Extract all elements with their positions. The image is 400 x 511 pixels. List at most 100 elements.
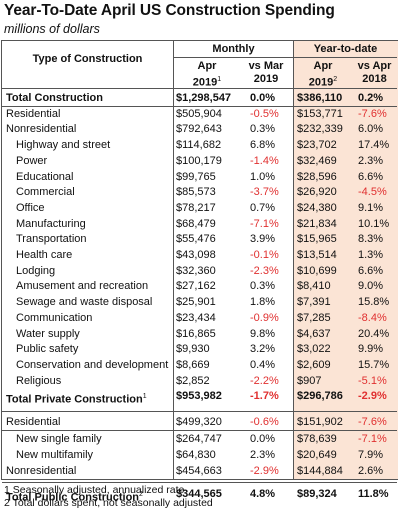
row-label-text: Water supply [16,328,80,340]
row-label-text: Total Construction [6,92,103,104]
table-row: Manufacturing $68,479 -7.1% $21,834 10.1% [2,217,397,232]
monthly-value: $27,162 [176,280,216,292]
row-label: Commercial [16,185,75,200]
vs-mar-change: 0.7% [250,202,276,214]
vs-apr-change: 6.6% [358,171,384,183]
monthly-value: $43,098 [176,249,216,261]
row-label-text: Religious [16,375,62,387]
vs-apr-change: 2.6% [358,465,384,477]
table-row: Total Construction $1,298,547 0.0% $386,110… [2,91,397,106]
row-label-text: Sewage and waste disposal [16,296,153,308]
ytd-value: $151,902 [297,416,343,428]
vs-mar-change: 3.9% [250,233,276,245]
monthly-value: $55,476 [176,233,216,245]
vs-mar-change: 0.3% [250,280,276,292]
table-row: Educational $99,765 1.0% $28,596 6.6% [2,170,397,185]
row-divider [2,482,397,483]
row-label-text: Communication [16,312,93,324]
monthly-value: $100,179 [176,155,222,167]
header-type-of-construction: Type of Construction [32,53,143,65]
row-label-text: Highway and street [16,139,111,151]
ytd-value: $7,285 [297,312,331,324]
table-row: Communication $23,434 -0.9% $7,285 -8.4% [2,311,397,326]
vs-mar-change: -2.2% [250,375,279,387]
monthly-value: $499,320 [176,416,222,428]
footnote: 2 Total dollars spent, not seasonally ad… [4,497,213,509]
vs-mar-change: 0.0% [250,433,276,445]
row-label: Total Private Construction1 [6,389,147,408]
ytd-value: $7,391 [297,296,331,308]
vs-mar-change: 2.3% [250,449,276,461]
row-label: Highway and street [16,138,110,153]
vs-mar-change: -1.7% [250,390,279,402]
table-row: Amusement and recreation $27,162 0.3% $8,41… [2,279,397,294]
monthly-value: $9,930 [176,343,210,355]
header-monthly: Monthly [212,43,255,55]
monthly-value: $2,852 [176,375,210,387]
monthly-value: $344,565 [176,488,222,500]
table-row: Residential $505,904 -0.5% $153,771 -7.6% [2,107,397,122]
vs-apr-change: -4.5% [358,186,387,198]
monthly-value: $32,360 [176,265,216,277]
row-label-text: Amusement and recreation [16,280,149,292]
header-text: Apr [313,60,333,72]
vs-apr-change: 6.0% [358,123,384,135]
ytd-value: $13,514 [297,249,337,261]
ytd-value: $296,786 [297,390,343,402]
vs-mar-change: -0.9% [250,312,279,324]
row-label-text: Office [16,202,45,214]
row-label: Total Public Construction2 [6,487,143,506]
vs-mar-change: -2.9% [250,465,279,477]
vs-mar-change: 1.0% [250,171,276,183]
ytd-value: $4,637 [297,328,331,340]
vs-mar-change: -2.3% [250,265,279,277]
vs-apr-change: 8.3% [358,233,384,245]
row-label: Transportation [16,232,87,247]
monthly-value: $99,765 [176,171,216,183]
monthly-value: $953,982 [176,390,222,402]
vs-mar-change: -3.7% [250,186,279,198]
header-text: vs Mar [248,60,284,72]
table-row: Water supply $16,865 9.8% $4,637 20.4% [2,327,397,342]
vs-apr-change: 20.4% [358,328,390,340]
page-title: Year-To-Date April US Construction Spend… [4,2,335,19]
header-col-vs-apr: vs Apr 2018 [352,60,397,86]
vs-mar-change: 0.3% [250,123,276,135]
row-label: Residential [6,415,60,430]
ytd-value: $10,699 [297,265,337,277]
header-text: 20192 [308,76,338,89]
column-divider [173,41,174,479]
ytd-value: $8,410 [297,280,331,292]
monthly-value: $114,682 [176,139,222,151]
table-row: Total Private Construction1 $953,982 -1.7%… [2,389,397,406]
table-row: Total Public Construction2 $344,565 4.8% $8… [2,487,397,504]
row-divider [2,430,397,431]
ytd-value: $32,469 [297,155,337,167]
vs-apr-change: 10.1% [358,218,390,230]
row-label: Health care [16,248,72,263]
table-row: Health care $43,098 -0.1% $13,514 1.3% [2,248,397,263]
vs-apr-change: 9.1% [358,202,384,214]
footnote-marker: 2 [139,491,143,498]
table-row: Transportation $55,476 3.9% $15,965 8.3% [2,232,397,247]
row-label: Nonresidential [6,464,76,479]
row-label-text: New multifamily [16,449,94,461]
ytd-value: $15,965 [297,233,337,245]
row-label-text: Commercial [16,186,75,198]
header-col-monthly-apr: Apr 20191 [176,60,238,90]
ytd-value: $23,702 [297,139,337,151]
spending-table: Type of Construction Monthly Year-to-dat… [1,40,398,504]
monthly-value: $792,643 [176,123,222,135]
row-label: Power [16,154,47,169]
table-row: Highway and street $114,682 6.8% $23,702 17.… [2,138,397,153]
ytd-value: $21,834 [297,218,337,230]
ytd-value: $28,596 [297,171,337,183]
vs-mar-change: 3.2% [250,343,276,355]
header-text: 20191 [192,76,222,89]
footnote-marker: 1 [142,393,147,400]
vs-apr-change: 9.9% [358,343,384,355]
row-label: Total Construction [6,91,103,106]
monthly-value: $25,901 [176,296,216,308]
ytd-value: $153,771 [297,108,343,120]
